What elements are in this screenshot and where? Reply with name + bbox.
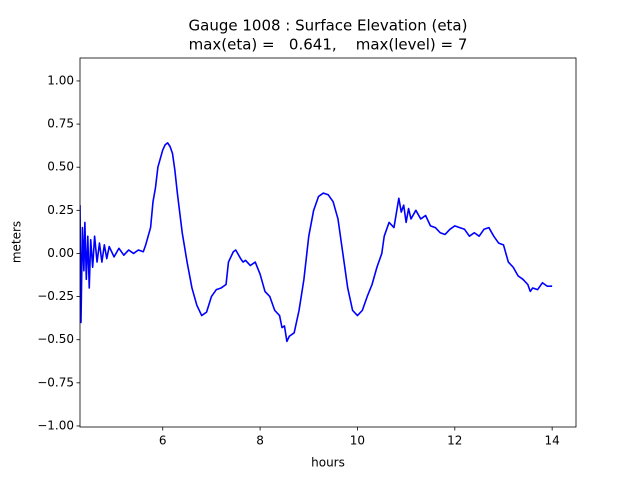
x-tick-label: 10 bbox=[350, 434, 365, 448]
y-tick-label: −0.75 bbox=[37, 375, 74, 389]
y-tick-label: 0.25 bbox=[47, 203, 74, 217]
y-tick-label: −1.00 bbox=[37, 418, 74, 432]
x-tick-label: 6 bbox=[159, 434, 167, 448]
plot-frame bbox=[79, 57, 577, 428]
x-tick-label: 12 bbox=[447, 434, 462, 448]
chart-title: Gauge 1008 : Surface Elevation (eta) bbox=[189, 17, 468, 35]
y-axis-label: meters bbox=[10, 221, 24, 263]
x-axis-label: hours bbox=[311, 456, 345, 470]
chart-subtitle: max(eta) = 0.641, max(level) = 7 bbox=[189, 36, 468, 54]
y-tick-label: −0.50 bbox=[37, 332, 74, 346]
data-line bbox=[80, 142, 553, 343]
y-tick-label: 0.00 bbox=[47, 246, 74, 260]
x-tick-label: 14 bbox=[545, 434, 560, 448]
y-tick-label: −0.25 bbox=[37, 289, 74, 303]
y-tick-label: 1.00 bbox=[47, 73, 74, 87]
y-tick-label: 0.75 bbox=[47, 117, 74, 131]
x-tick-label: 8 bbox=[256, 434, 264, 448]
y-tick-label: 0.50 bbox=[47, 160, 74, 174]
